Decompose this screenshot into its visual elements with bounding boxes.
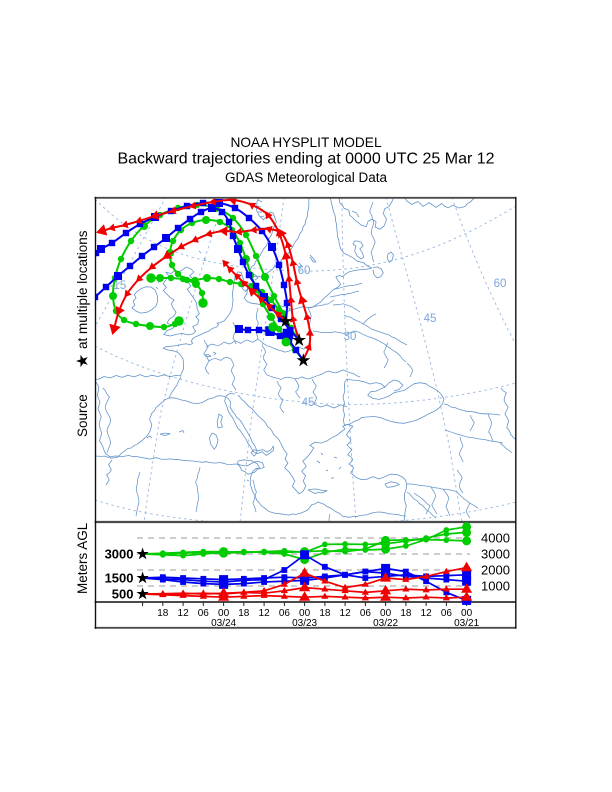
svg-text:00: 00 — [461, 608, 473, 619]
svg-text:00: 00 — [299, 608, 311, 619]
svg-text:03/23: 03/23 — [292, 618, 317, 629]
svg-text:4000: 4000 — [481, 531, 510, 546]
svg-text:at multiple locations: at multiple locations — [75, 230, 90, 349]
svg-text:500: 500 — [112, 587, 134, 602]
svg-text:3000: 3000 — [105, 547, 134, 562]
svg-text:Backward trajectories ending a: Backward trajectories ending at 0000 UTC… — [117, 151, 494, 168]
svg-text:12: 12 — [340, 608, 352, 619]
svg-text:60: 60 — [494, 278, 507, 290]
svg-text:00: 00 — [380, 608, 392, 619]
svg-text:03/21: 03/21 — [454, 618, 479, 629]
svg-text:Meters AGL: Meters AGL — [75, 522, 90, 594]
svg-text:2000: 2000 — [481, 563, 510, 578]
svg-text:45: 45 — [302, 397, 315, 409]
svg-text:1500: 1500 — [105, 571, 134, 586]
svg-text:45: 45 — [424, 313, 437, 325]
svg-text:GDAS Meteorological Data: GDAS Meteorological Data — [225, 170, 388, 185]
svg-text:60: 60 — [298, 265, 311, 277]
svg-text:18: 18 — [319, 608, 331, 619]
svg-text:1000: 1000 — [481, 579, 510, 594]
svg-text:06: 06 — [198, 608, 210, 619]
svg-text:NOAA HYSPLIT MODEL: NOAA HYSPLIT MODEL — [230, 135, 382, 150]
svg-text:18: 18 — [400, 608, 412, 619]
svg-text:06: 06 — [360, 608, 372, 619]
svg-text:00: 00 — [218, 608, 230, 619]
svg-text:3000: 3000 — [481, 547, 510, 562]
svg-text:12: 12 — [259, 608, 271, 619]
svg-text:12: 12 — [178, 608, 190, 619]
svg-text:06: 06 — [279, 608, 291, 619]
svg-text:Source: Source — [75, 394, 90, 437]
svg-text:12: 12 — [421, 608, 433, 619]
svg-text:03/24: 03/24 — [211, 618, 236, 629]
svg-text:18: 18 — [238, 608, 250, 619]
svg-text:06: 06 — [441, 608, 453, 619]
svg-text:18: 18 — [157, 608, 169, 619]
svg-text:03/22: 03/22 — [373, 618, 398, 629]
